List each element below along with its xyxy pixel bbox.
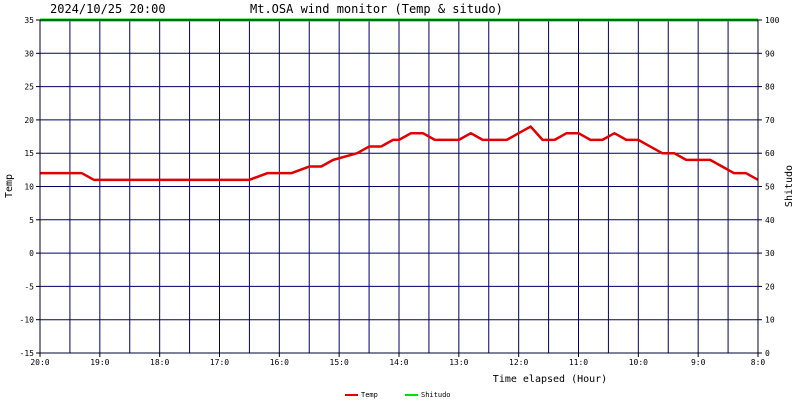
y-left-tick-label: 20: [24, 116, 34, 125]
x-tick-label: 18:0: [150, 358, 169, 367]
chart-title: Mt.OSA wind monitor (Temp & situdo): [250, 2, 503, 16]
y-left-tick-label: 25: [24, 83, 34, 92]
x-tick-label: 11:0: [569, 358, 588, 367]
y-left-tick-label: 0: [29, 249, 34, 258]
legend: Temp Shitudo: [345, 391, 451, 399]
y-right-tick-label: 80: [765, 83, 775, 92]
y-left-tick-label: -5: [24, 282, 34, 291]
y-left-tick-label: 10: [24, 183, 34, 192]
x-tick-label: 16:0: [270, 358, 289, 367]
x-axis-ticks: 20:0 19:0 18:0 17:0 16:0 15:0 14:0 13:0 12:0 11:0…: [30, 353, 765, 367]
y-left-tick-label: 5: [29, 216, 34, 225]
y-right-tick-label: 30: [765, 249, 775, 258]
y-left-tick-label: 35: [24, 16, 34, 25]
y-right-tick-label: 40: [765, 216, 775, 225]
x-tick-label: 14:0: [389, 358, 408, 367]
y-right-tick-label: 50: [765, 183, 775, 192]
x-tick-label: 19:0: [90, 358, 109, 367]
y-axis-right-label: Shitudo: [784, 165, 795, 207]
y-axis-left-ticks: 35 30 25 20 15 10 5 0 -5 -10 -15: [20, 16, 40, 358]
x-tick-label: 13:0: [449, 358, 468, 367]
y-right-tick-label: 10: [765, 316, 775, 325]
x-tick-label: 8:0: [751, 358, 766, 367]
y-axis-left-label: Temp: [4, 174, 15, 198]
y-left-tick-label: -15: [20, 349, 35, 358]
header-datetime: 2024/10/25 20:00: [50, 2, 166, 16]
y-left-tick-label: 30: [24, 49, 34, 58]
y-right-tick-label: 20: [765, 282, 775, 291]
y-right-tick-label: 60: [765, 149, 775, 158]
x-tick-label: 9:0: [691, 358, 706, 367]
x-tick-label: 20:0: [30, 358, 49, 367]
x-axis-label: Time elapsed (Hour): [493, 374, 607, 385]
legend-label-shitudo: Shitudo: [421, 391, 451, 399]
y-right-tick-label: 0: [765, 349, 770, 358]
x-tick-label: 17:0: [210, 358, 229, 367]
x-tick-label: 12:0: [509, 358, 528, 367]
x-tick-label: 10:0: [629, 358, 648, 367]
y-left-tick-label: -10: [20, 316, 35, 325]
y-right-tick-label: 100: [765, 16, 780, 25]
legend-label-temp: Temp: [361, 391, 378, 399]
series-line-temp: [40, 125, 759, 182]
y-left-tick-label: 15: [24, 149, 34, 158]
grid: [40, 20, 758, 353]
y-right-tick-label: 70: [765, 116, 775, 125]
y-right-tick-label: 90: [765, 49, 775, 58]
x-tick-label: 15:0: [330, 358, 349, 367]
